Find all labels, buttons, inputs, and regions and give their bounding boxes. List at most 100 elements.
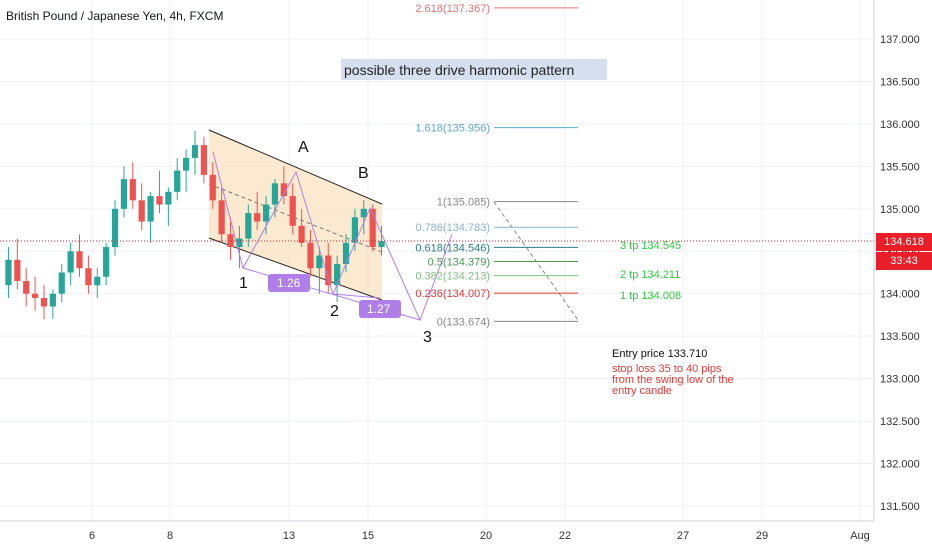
candle-body	[49, 293, 56, 307]
candle-body	[316, 255, 323, 269]
candle-body	[58, 272, 65, 294]
price-tick-label: 135.500	[880, 161, 920, 173]
candle-body	[200, 145, 207, 175]
price-tick-label: 133.000	[880, 374, 920, 386]
candle-body	[271, 183, 279, 205]
channel-upper-line	[208, 129, 383, 205]
candle-body	[5, 259, 12, 286]
price-tick-label: 136.500	[880, 76, 920, 88]
candle-body	[129, 179, 136, 201]
stop-loss-text: stop loss 35 to 40 pips	[612, 363, 722, 375]
price-tick-label: 136.000	[880, 119, 920, 131]
wave-label-a: A	[298, 139, 309, 156]
candle-body	[23, 280, 30, 294]
candle-body	[254, 213, 261, 222]
candles	[5, 130, 385, 320]
candle-body	[103, 247, 110, 277]
time-tick-label: Aug	[850, 530, 870, 542]
ratio-badge-2	[359, 300, 401, 318]
wave-label-3: 3	[423, 329, 432, 346]
candle-body	[378, 241, 385, 248]
pattern-projection	[332, 293, 381, 299]
price-tick-label: 135.000	[880, 204, 920, 216]
candle-body	[262, 204, 270, 222]
price-tick-label: 132.500	[880, 416, 920, 428]
time-tick-label: 22	[559, 530, 571, 542]
entry-price-text: Entry price 133.710	[612, 348, 707, 360]
candle-body	[289, 196, 296, 226]
time-tick-label: 20	[480, 530, 492, 542]
candle-body	[245, 213, 252, 239]
candle-body	[174, 170, 181, 192]
fib-label: 1(135.085)	[437, 197, 490, 209]
fib-label: 1.618(135.956)	[415, 123, 490, 135]
price-axis-labels: 137.000136.500136.000135.500135.000134.5…	[880, 34, 920, 513]
fib-label: 0.618(134.546)	[415, 242, 490, 254]
time-tick-label: 13	[283, 530, 295, 542]
candle-body	[31, 293, 39, 298]
current-price-badge: 134.618	[876, 233, 932, 251]
candle-body	[369, 208, 376, 248]
price-tick-label: 132.000	[880, 459, 920, 471]
stop-loss-text: from the swing low of the	[612, 374, 734, 386]
fib-label: 0.786(134.783)	[415, 222, 490, 234]
time-tick-label: 8	[167, 530, 173, 542]
candle-body	[14, 259, 21, 281]
chart-title: British Pound / Japanese Yen, 4h, FXCM	[6, 9, 224, 23]
candle-body	[325, 255, 332, 286]
candle-body	[94, 276, 101, 286]
time-tick-label: 6	[89, 530, 95, 542]
price-tick-label: 133.500	[880, 331, 920, 343]
ratio-badge-1	[268, 274, 310, 292]
candle-body	[156, 196, 163, 205]
candle-body	[218, 200, 225, 235]
price-tick-label: 137.000	[880, 34, 920, 46]
candle-body	[76, 251, 83, 269]
price-tick-label: 131.500	[880, 501, 920, 513]
fib-label: 0.5(134.379)	[428, 257, 490, 269]
time-tick-label: 15	[362, 530, 374, 542]
time-tick-label: 29	[756, 530, 768, 542]
wave-label-1: 1	[239, 275, 248, 292]
candle-body	[67, 251, 74, 273]
stop-loss-text: entry candle	[612, 385, 672, 397]
candle-body	[351, 217, 359, 243]
annotation-text: possible three drive harmonic pattern	[344, 62, 574, 78]
time-tick-label: 27	[677, 530, 689, 542]
candle-body	[307, 242, 314, 269]
fib-label: 0(133.674)	[437, 316, 490, 328]
candle-body	[165, 191, 172, 205]
time-axis-labels: 6 8 13 15 20 22 27 29 Aug	[89, 530, 870, 542]
fib-label: 0.236(134.007)	[415, 288, 490, 300]
candle-body	[191, 145, 199, 158]
fib-diagonal	[493, 201, 579, 321]
target-label-3: 3 tp 134.545	[620, 240, 681, 252]
candle-body	[360, 208, 367, 218]
target-label-2: 2 tp 134.211	[620, 269, 680, 281]
wave-label-b: B	[358, 165, 369, 182]
candle-body	[40, 297, 48, 307]
candle-body	[183, 157, 190, 171]
candle-body	[138, 200, 145, 222]
grid	[0, 0, 874, 521]
candle-body	[334, 264, 341, 286]
candle-body	[298, 225, 305, 243]
ratio-label-2: 1.27	[367, 302, 391, 316]
fib-label: 2.618(137.367)	[415, 3, 490, 15]
candle-body	[111, 208, 119, 248]
candle-body	[227, 234, 234, 248]
wave-label-2: 2	[330, 303, 339, 320]
candle-body	[236, 238, 243, 248]
fib-label: 0.382(134.213)	[415, 271, 490, 283]
candle-body	[85, 268, 92, 286]
ratio-label-1: 1.26	[277, 276, 301, 290]
target-label-1: 1 tp 134.008	[620, 290, 681, 302]
candle-body	[120, 179, 128, 209]
candle-body	[280, 183, 287, 197]
fib-levels: 2.618(137.367) 1.618(135.956) 1(135.085) 0.…	[415, 3, 578, 328]
countdown-badge: 33:43	[876, 252, 932, 270]
candle-body	[342, 242, 350, 265]
price-tick-label: 134.000	[880, 289, 920, 301]
candle-body	[209, 174, 216, 201]
